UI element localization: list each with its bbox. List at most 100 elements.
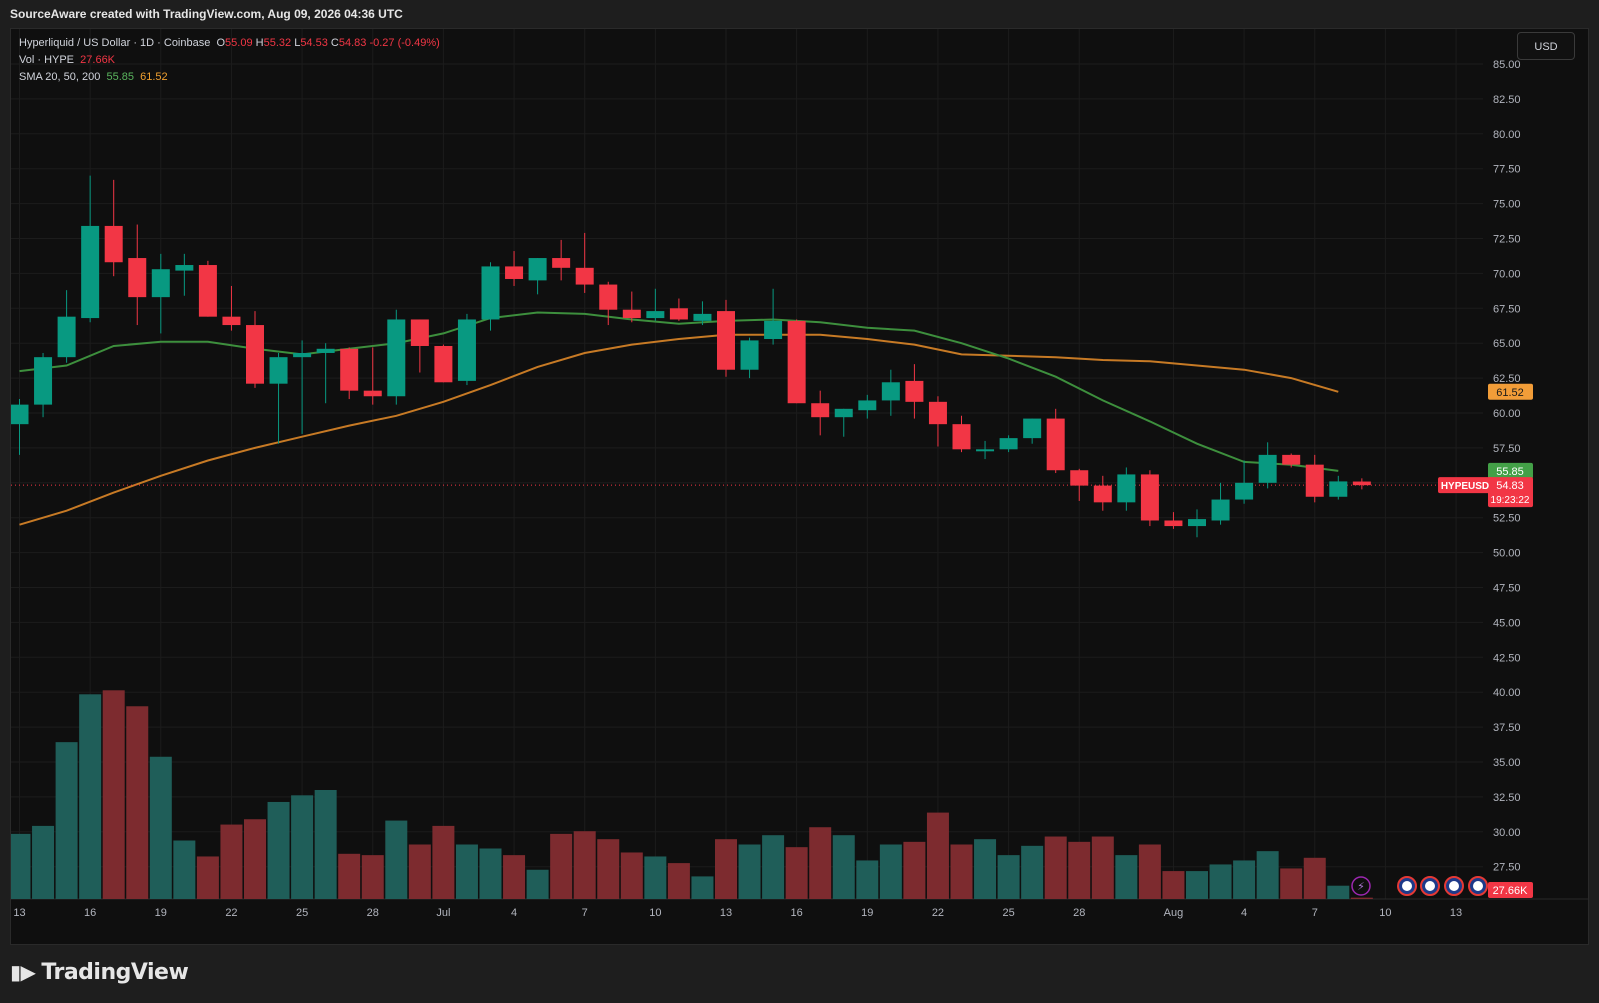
chart-panel[interactable]: 85.00 82.50 80.00 77.50 75.00 72.50 70.00 67.50… bbox=[10, 28, 1589, 945]
ticker-tag: HYPEUSD bbox=[1441, 481, 1489, 492]
y-tick-label: 75.00 bbox=[1493, 199, 1521, 211]
x-tick-label: Jul bbox=[436, 907, 450, 919]
candle-body bbox=[481, 266, 500, 320]
us-flag-inner bbox=[1449, 881, 1459, 891]
volume-bar bbox=[550, 833, 573, 899]
volume-bar bbox=[832, 835, 855, 899]
candle-body bbox=[1282, 454, 1301, 465]
candle-body bbox=[1070, 470, 1089, 486]
x-tick-label: 28 bbox=[367, 907, 379, 919]
candle-body bbox=[575, 267, 594, 285]
x-tick-label: 4 bbox=[1241, 907, 1247, 919]
x-tick-label: 13 bbox=[13, 907, 25, 919]
candle-body bbox=[1235, 482, 1254, 500]
y-tick-label: 27.50 bbox=[1493, 862, 1521, 874]
candle-body bbox=[11, 404, 29, 425]
legend-symbol[interactable]: Hyperliquid / US Dollar · 1D · Coinbase bbox=[19, 37, 211, 49]
x-tick-label: 28 bbox=[1073, 907, 1085, 919]
volume-bar bbox=[715, 839, 737, 899]
volume-bar bbox=[338, 853, 361, 899]
candle-body bbox=[57, 316, 76, 358]
candle-body bbox=[175, 265, 194, 271]
sma50-price-badge-bg bbox=[1488, 383, 1533, 400]
volume-bar bbox=[762, 835, 785, 899]
y-tick-label: 72.50 bbox=[1493, 234, 1521, 246]
volume-bar bbox=[361, 855, 384, 899]
x-tick-label: 7 bbox=[582, 907, 588, 919]
credit-text: SourceAware created with TradingView.com… bbox=[10, 7, 403, 21]
candle-body bbox=[528, 258, 547, 281]
y-tick-label: 85.00 bbox=[1493, 59, 1521, 71]
us-flag-inner bbox=[1425, 881, 1435, 891]
candle-body bbox=[1329, 481, 1348, 497]
legend-sma20-value: 55.85 bbox=[106, 71, 134, 83]
x-tick-label: 10 bbox=[649, 907, 661, 919]
volume-bar bbox=[1138, 844, 1161, 899]
volume-bar bbox=[667, 863, 690, 899]
volume-bar bbox=[926, 812, 949, 899]
sma20-price-badge-bg bbox=[1488, 462, 1533, 479]
volume-bar bbox=[620, 852, 643, 899]
volume-bar bbox=[291, 795, 314, 899]
candle-body bbox=[410, 319, 429, 346]
event-lightning-icon bbox=[1351, 876, 1371, 896]
candle-body bbox=[457, 319, 476, 381]
y-tick-label: 35.00 bbox=[1493, 757, 1521, 769]
y-tick-label: 65.00 bbox=[1493, 338, 1521, 350]
candle-body bbox=[928, 401, 947, 425]
candle-body bbox=[128, 258, 147, 298]
y-tick-label: 82.50 bbox=[1493, 94, 1521, 106]
volume-bar bbox=[950, 844, 973, 899]
volume-badge-bg bbox=[1488, 882, 1533, 898]
candle-body bbox=[1352, 481, 1371, 486]
candle-body bbox=[952, 424, 971, 450]
ticker-tag-bg bbox=[1438, 477, 1493, 494]
volume-bar bbox=[79, 694, 102, 899]
candle-body bbox=[1258, 454, 1277, 483]
legend-volume-row: Vol · HYPE 27.66K bbox=[19, 52, 440, 69]
countdown-badge: 19:23:22 bbox=[1491, 495, 1530, 506]
sma20-price-badge: 55.85 bbox=[1496, 466, 1524, 478]
volume-bar bbox=[1233, 860, 1256, 899]
candle-body bbox=[269, 357, 288, 384]
candle-body bbox=[787, 320, 806, 404]
volume-bar bbox=[1327, 885, 1350, 899]
candle-body bbox=[552, 258, 571, 268]
volume-bar bbox=[220, 824, 243, 899]
volume-bar bbox=[1091, 836, 1114, 899]
candle-body bbox=[387, 319, 406, 397]
sma50-price-badge: 61.52 bbox=[1496, 387, 1524, 399]
legend-sma-label[interactable]: SMA 20, 50, 200 bbox=[19, 71, 101, 83]
candle-body bbox=[1046, 418, 1065, 471]
volume-bar bbox=[55, 742, 78, 899]
legend-sma-row: SMA 20, 50, 200 55.85 61.52 bbox=[19, 69, 440, 86]
volume-badge: 27.66K bbox=[1493, 885, 1529, 897]
candle-body bbox=[246, 325, 264, 384]
price-badge-bg bbox=[1488, 477, 1533, 508]
currency-button[interactable]: USD bbox=[1517, 32, 1575, 60]
candle-body bbox=[340, 348, 359, 391]
x-tick-label: 22 bbox=[932, 907, 944, 919]
y-tick-label: 60.00 bbox=[1493, 408, 1521, 420]
candle-body bbox=[693, 313, 712, 321]
us-flag-inner bbox=[1402, 881, 1412, 891]
candle-body bbox=[976, 449, 995, 452]
y-tick-label: 57.50 bbox=[1493, 443, 1521, 455]
legend-volume-label[interactable]: Vol · HYPE bbox=[19, 54, 75, 66]
volume-bar bbox=[1186, 871, 1208, 899]
price-chart[interactable]: 85.00 82.50 80.00 77.50 75.00 72.50 70.00 67.50… bbox=[11, 29, 1588, 944]
y-tick-label: 67.50 bbox=[1493, 303, 1521, 315]
y-tick-label: 70.00 bbox=[1493, 268, 1521, 280]
x-tick-label: 25 bbox=[296, 907, 308, 919]
candle-body bbox=[34, 357, 53, 405]
volume-bar bbox=[1303, 857, 1326, 899]
x-tick-label: 25 bbox=[1002, 907, 1014, 919]
brand-name: TradingView bbox=[41, 960, 189, 985]
candle-body bbox=[1164, 520, 1183, 527]
candle-body bbox=[764, 320, 783, 340]
volume-bar bbox=[856, 860, 879, 899]
tradingview-logo[interactable]: ▮▶ TradingView bbox=[10, 960, 189, 985]
candle-body bbox=[599, 284, 618, 310]
x-tick-label: 16 bbox=[84, 907, 96, 919]
legend-open-label: O bbox=[216, 37, 226, 49]
